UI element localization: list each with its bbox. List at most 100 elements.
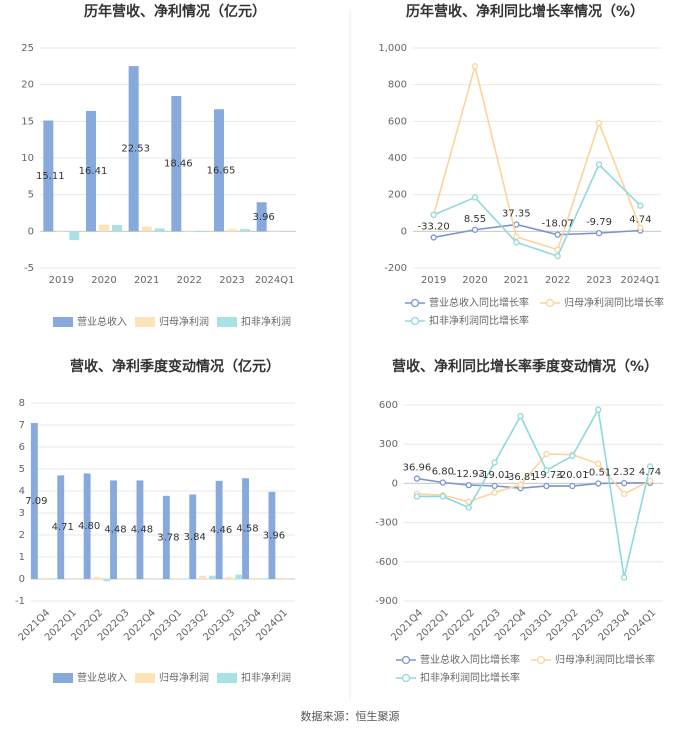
point xyxy=(637,202,644,209)
bar xyxy=(40,577,48,579)
value-label: 36.96 xyxy=(403,463,432,474)
legend-marker xyxy=(410,298,420,308)
x-tick-label: 2022 xyxy=(177,275,202,286)
value-label: 4.74 xyxy=(629,214,651,225)
value-label: 4.46 xyxy=(210,525,232,536)
bar xyxy=(171,95,182,232)
bar xyxy=(103,579,111,582)
bar xyxy=(189,494,197,579)
bar xyxy=(199,575,207,579)
bar xyxy=(215,480,223,579)
x-tick-label: 2020 xyxy=(91,275,116,286)
legend-label: 营业总收入同比增长率 xyxy=(420,653,520,666)
y-tick-label: 0 xyxy=(19,574,25,585)
point xyxy=(471,194,479,201)
point xyxy=(543,482,550,490)
bar xyxy=(278,577,286,579)
y-tick-label: -900 xyxy=(375,596,398,607)
bar xyxy=(77,578,84,579)
point xyxy=(543,467,550,474)
point xyxy=(465,481,472,489)
bar xyxy=(156,578,164,579)
y-tick-label: 0 xyxy=(392,478,398,489)
y-tick-label: 6 xyxy=(19,442,25,453)
chart-title: 历年营收、净利情况（亿元） xyxy=(84,3,266,20)
point xyxy=(637,224,644,231)
y-tick-label: 25 xyxy=(21,43,34,54)
chart-title: 营收、净利季度变动情况（亿元） xyxy=(70,358,280,375)
legend-label: 归母净利润 xyxy=(159,671,209,684)
legend-marker xyxy=(410,316,420,326)
y-tick-label: 1,000 xyxy=(378,43,407,54)
legend-label: 营业总收入同比增长率 xyxy=(429,296,529,309)
bar xyxy=(30,423,38,579)
line xyxy=(416,407,651,578)
value-label: -36.81 xyxy=(504,472,536,483)
legend-swatch xyxy=(217,317,237,327)
point xyxy=(621,574,628,581)
x-tick-label: 2021 xyxy=(504,275,529,286)
point xyxy=(595,229,603,237)
x-tick-label: 2023 xyxy=(586,275,611,286)
bar xyxy=(83,473,91,579)
value-label: 3.84 xyxy=(184,532,206,543)
value-label: -33.20 xyxy=(418,221,450,232)
legend-marker xyxy=(401,655,411,665)
point xyxy=(646,477,654,484)
legend-marker xyxy=(401,673,411,683)
bar xyxy=(225,576,233,579)
value-label: 3.96 xyxy=(263,530,285,541)
y-tick-label: 3 xyxy=(19,508,25,519)
point xyxy=(595,161,603,168)
value-label: 18.46 xyxy=(164,159,193,170)
bar xyxy=(141,226,152,232)
bar xyxy=(235,574,243,579)
value-label: -19.73 xyxy=(530,470,562,481)
y-tick-label: 0 xyxy=(401,226,407,237)
point xyxy=(439,493,447,500)
bar xyxy=(288,578,296,579)
value-label: -18.07 xyxy=(542,219,574,230)
value-label: 15.11 xyxy=(36,171,65,182)
bar xyxy=(93,576,101,579)
value-label: 37.35 xyxy=(502,208,531,219)
value-label: -12.93 xyxy=(453,469,485,480)
bar xyxy=(57,475,65,579)
chart-title: 历年营收、净利同比增长率情况（%） xyxy=(406,3,644,20)
bar xyxy=(110,480,117,579)
y-tick-label: 200 xyxy=(388,190,407,201)
y-tick-label: 8 xyxy=(19,398,25,409)
y-tick-label: 5 xyxy=(28,190,34,201)
point xyxy=(491,482,498,490)
point xyxy=(430,234,437,241)
value-label: 4.80 xyxy=(78,521,100,532)
point xyxy=(430,211,437,218)
value-label: 16.65 xyxy=(207,165,236,176)
point xyxy=(513,239,520,246)
value-label: 8.55 xyxy=(464,214,486,225)
value-label: 4.48 xyxy=(131,525,153,536)
y-tick-label: 0 xyxy=(28,226,34,237)
point xyxy=(517,481,524,488)
bar xyxy=(67,577,75,579)
bar xyxy=(162,495,170,579)
point xyxy=(413,493,421,500)
bar xyxy=(43,120,54,232)
y-tick-label: 600 xyxy=(379,400,398,411)
line xyxy=(416,477,651,490)
bar xyxy=(146,577,154,579)
value-label: 4.58 xyxy=(236,524,258,535)
value-label: 22.53 xyxy=(121,144,150,155)
bar xyxy=(209,575,216,579)
point xyxy=(513,233,520,240)
value-label: 6.80 xyxy=(432,467,454,478)
value-label: 2.32 xyxy=(613,467,635,478)
value-label: -19.01 xyxy=(479,470,511,481)
legend-label: 营业总收入 xyxy=(77,315,127,328)
bar xyxy=(128,66,139,232)
bar xyxy=(119,577,127,579)
point xyxy=(471,63,479,70)
x-tick-label: 2020 xyxy=(462,275,487,286)
value-label: -0.51 xyxy=(585,467,611,478)
bar xyxy=(50,578,58,579)
